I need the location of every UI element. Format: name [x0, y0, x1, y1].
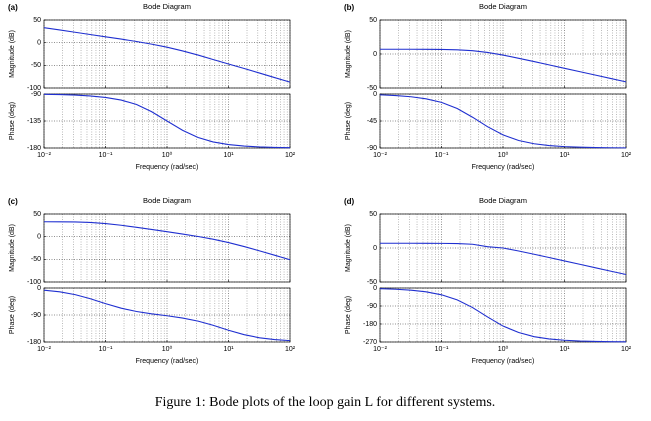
y-tick-label: 0: [37, 40, 41, 47]
caption: Figure 1: Bode plots of the loop gain L …: [155, 395, 496, 410]
x-tick-label: 10⁻²: [373, 152, 387, 159]
chart-title: Bode Diagram: [143, 2, 191, 11]
panel-label: (d): [344, 197, 355, 206]
x-tick-label: 10⁰: [162, 151, 173, 159]
phase-line: [379, 288, 627, 343]
y-tick-label: 50: [33, 211, 41, 218]
y-tick-label: -100: [27, 279, 41, 286]
x-tick-label: 10²: [621, 152, 632, 159]
x-tick-label: 10¹: [559, 346, 570, 353]
y-tick-label: -180: [363, 321, 377, 328]
x-tick-label: 10⁻¹: [99, 152, 113, 159]
y-tick-label: -270: [363, 339, 377, 346]
y-axis-label: Magnitude (dB): [9, 224, 16, 272]
x-tick-label: 10²: [285, 346, 296, 353]
y-tick-label: 0: [373, 91, 377, 98]
axes-frame: [43, 19, 291, 89]
y-tick-label: 0: [373, 285, 377, 292]
panel-label: (c): [8, 197, 18, 206]
y-tick-label: -90: [367, 303, 377, 310]
y-axis-label: Phase (deg): [345, 102, 352, 140]
y-tick-label: 0: [37, 234, 41, 241]
phase-line: [43, 289, 291, 342]
magnitude-line: [43, 27, 291, 83]
y-tick-label: -90: [367, 145, 377, 152]
y-axis-label: Phase (deg): [345, 296, 352, 334]
panel-label: (a): [8, 3, 18, 12]
x-tick-label: 10⁻²: [37, 152, 51, 159]
axes-frame: [379, 19, 627, 89]
x-tick-label: 10¹: [223, 152, 234, 159]
axes-frame: [43, 213, 291, 283]
panel-label: (b): [344, 3, 355, 12]
x-tick-label: 10⁰: [498, 345, 509, 353]
phase-line: [43, 93, 291, 149]
x-tick-label: 10⁻²: [37, 346, 51, 353]
y-tick-label: 50: [33, 17, 41, 24]
y-axis-label: Magnitude (dB): [345, 224, 352, 272]
phase-line: [379, 94, 627, 149]
y-axis-label: Magnitude (dB): [9, 30, 16, 78]
x-tick-label: 10²: [621, 346, 632, 353]
x-tick-label: 10⁰: [498, 151, 509, 159]
y-tick-label: 0: [373, 245, 377, 252]
chart-title: Bode Diagram: [143, 196, 191, 205]
chart-title: Bode Diagram: [479, 196, 527, 205]
plot-area: [44, 20, 290, 88]
y-tick-label: -50: [31, 62, 41, 69]
y-tick-label: 50: [369, 211, 377, 218]
y-tick-label: -90: [31, 312, 41, 319]
y-tick-label: 50: [369, 17, 377, 24]
x-axis-label: Frequency (rad/sec): [136, 358, 199, 365]
axes-frame: [43, 93, 291, 149]
x-tick-label: 10⁻²: [373, 346, 387, 353]
y-tick-label: -135: [27, 118, 41, 125]
x-axis-label: Frequency (rad/sec): [472, 164, 535, 171]
x-tick-label: 10⁰: [162, 345, 173, 353]
x-axis-label: Frequency (rad/sec): [136, 164, 199, 171]
y-tick-label: -50: [31, 256, 41, 263]
axes-frame: [379, 93, 627, 149]
y-axis-label: Magnitude (dB): [345, 30, 352, 78]
y-tick-label: -90: [31, 91, 41, 98]
y-tick-label: 0: [373, 51, 377, 58]
y-tick-label: -50: [367, 85, 377, 92]
y-tick-label: -100: [27, 85, 41, 92]
magnitude-line: [380, 242, 627, 276]
x-tick-label: 10⁻¹: [435, 346, 449, 353]
axes-frame: [379, 213, 627, 283]
axes-frame: [379, 287, 627, 343]
x-tick-label: 10⁻¹: [435, 152, 449, 159]
axes-frame: [43, 287, 291, 343]
y-axis-label: Phase (deg): [9, 296, 16, 334]
x-tick-label: 10¹: [559, 152, 570, 159]
y-tick-label: 0: [37, 285, 41, 292]
magnitude-line: [43, 221, 291, 261]
x-tick-label: 10¹: [223, 346, 234, 353]
x-axis-label: Frequency (rad/sec): [472, 358, 535, 365]
chart-title: Bode Diagram: [479, 2, 527, 11]
y-tick-label: -45: [367, 118, 377, 125]
y-tick-label: -180: [27, 145, 41, 152]
y-tick-label: -50: [367, 279, 377, 286]
y-tick-label: -180: [27, 339, 41, 346]
x-tick-label: 10⁻¹: [99, 346, 113, 353]
magnitude-line: [380, 48, 627, 83]
y-axis-label: Phase (deg): [9, 102, 16, 140]
x-tick-label: 10²: [285, 152, 296, 159]
